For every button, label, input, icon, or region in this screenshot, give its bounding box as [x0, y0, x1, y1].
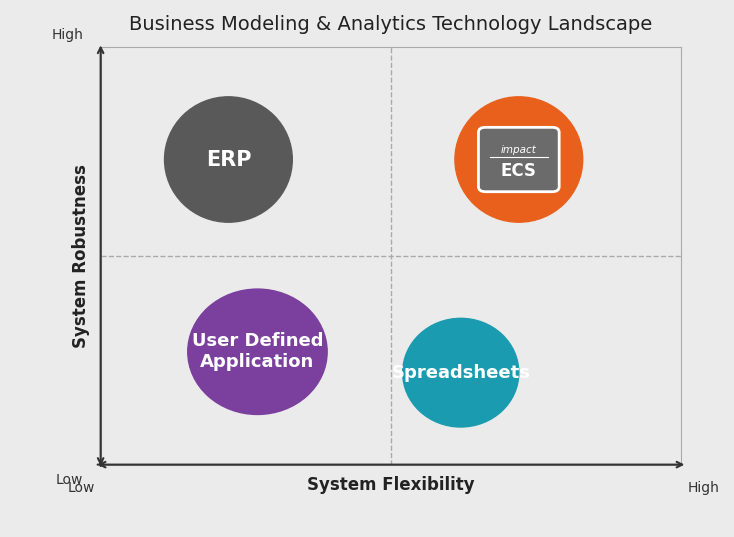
Text: Low: Low [56, 473, 83, 487]
Ellipse shape [164, 97, 292, 222]
Ellipse shape [188, 289, 327, 415]
Text: High: High [687, 481, 719, 495]
Ellipse shape [403, 318, 519, 427]
Ellipse shape [455, 97, 583, 222]
Text: ERP: ERP [206, 149, 251, 170]
Text: ECS: ECS [501, 162, 537, 180]
Y-axis label: System Robustness: System Robustness [71, 164, 90, 347]
Text: Spreadsheets: Spreadsheets [391, 364, 530, 382]
Text: Low: Low [68, 481, 95, 495]
X-axis label: System Flexibility: System Flexibility [308, 476, 475, 494]
Text: impact: impact [501, 146, 537, 155]
FancyBboxPatch shape [479, 127, 559, 192]
Text: User Defined
Application: User Defined Application [192, 332, 323, 371]
Title: Business Modeling & Analytics Technology Landscape: Business Modeling & Analytics Technology… [129, 15, 653, 34]
Text: High: High [51, 28, 83, 42]
